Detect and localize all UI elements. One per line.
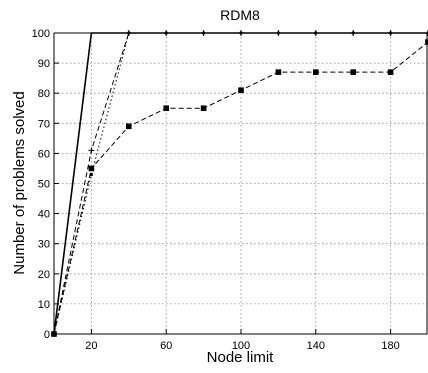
y-axis-label: Number of problems solved [11,91,28,274]
x-tick-label: 140 [307,340,325,352]
y-tick-label: 90 [38,58,50,70]
series-3 [52,31,428,335]
x-tick-label: 20 [85,340,97,352]
y-tick-label: 100 [32,28,50,40]
y-tick-label: 10 [38,299,50,311]
x-tick-label: 180 [381,340,399,352]
data-point [126,124,131,129]
data-point [201,106,206,111]
data-point [89,166,94,171]
y-tick-label: 0 [44,329,50,341]
data-point [164,106,169,111]
y-tick-label: 60 [38,148,50,160]
series-4 [52,40,428,337]
data-point [88,147,94,153]
y-tick-label: 20 [38,269,50,281]
x-tick-label: 60 [160,340,172,352]
x-tick-label: 100 [232,340,250,352]
data-point [388,70,393,75]
data-point [239,88,244,93]
y-tick-label: 40 [38,209,50,221]
grid [54,33,428,334]
y-tick-label: 50 [38,179,50,191]
y-tick-label: 70 [38,118,50,130]
data-point [313,70,318,75]
y-tick-label: 30 [38,239,50,251]
data-point [351,70,356,75]
chart-title: RDM8 [220,7,260,23]
data-point [276,70,281,75]
y-tick-label: 80 [38,88,50,100]
